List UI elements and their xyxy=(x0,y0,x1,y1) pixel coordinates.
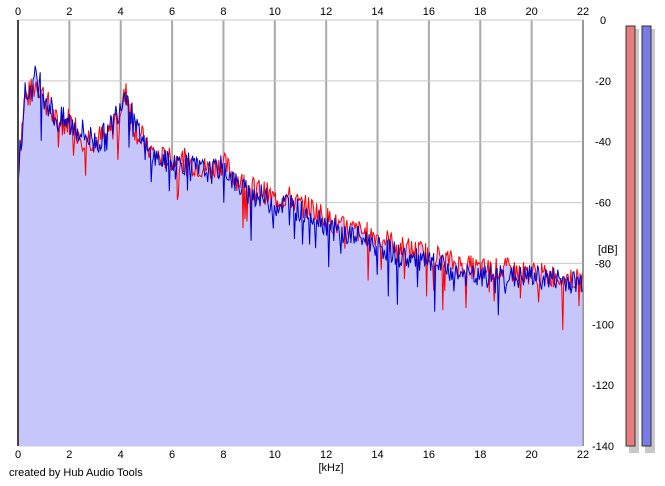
spectrum-fill xyxy=(18,65,583,447)
x-tick-label-top: 4 xyxy=(118,6,124,18)
x-axis-bottom-ticks: 0 2 4 6 8 10 12 14 16 18 20 22 xyxy=(15,449,589,461)
x-tick-label-top: 12 xyxy=(320,6,332,18)
x-tick-label-top: 2 xyxy=(66,6,72,18)
x-tick-label-bottom: 6 xyxy=(169,449,175,461)
x-tick-label-bottom: 22 xyxy=(577,449,589,461)
x-tick-label-top: 10 xyxy=(269,6,281,18)
y-axis-label: [dB] xyxy=(598,244,618,256)
x-tick-label-top: 14 xyxy=(371,6,383,18)
y-axis-ticks: 0 -20 -40 -60 -80 -100 -120 -140 xyxy=(592,15,614,453)
x-tick-label-bottom: 12 xyxy=(320,449,332,461)
y-tick-label: 0 xyxy=(600,15,606,27)
x-axis-top-ticks: 0 2 4 6 8 10 12 14 16 18 20 22 xyxy=(15,6,589,18)
y-tick-label: -40 xyxy=(595,137,611,149)
x-tick-label-top: 6 xyxy=(169,6,175,18)
y-tick-label: -100 xyxy=(592,319,614,331)
x-tick-label-bottom: 0 xyxy=(15,449,21,461)
x-tick-label-bottom: 8 xyxy=(220,449,226,461)
level-meter-right xyxy=(641,25,652,447)
level-meter-left xyxy=(625,25,636,447)
x-tick-label-top: 20 xyxy=(526,6,538,18)
x-tick-label-bottom: 10 xyxy=(269,449,281,461)
x-tick-label-bottom: 20 xyxy=(526,449,538,461)
x-tick-label-bottom: 16 xyxy=(423,449,435,461)
x-tick-label-bottom: 18 xyxy=(474,449,486,461)
x-tick-label-top: 16 xyxy=(423,6,435,18)
y-tick-label: -80 xyxy=(595,258,611,270)
x-axis-label: [kHz] xyxy=(318,462,343,474)
y-tick-label: -20 xyxy=(595,76,611,88)
x-tick-label-bottom: 4 xyxy=(118,449,124,461)
x-tick-label-top: 18 xyxy=(474,6,486,18)
series-line-blue xyxy=(17,65,584,316)
plot-frame xyxy=(17,20,584,446)
x-tick-label-top: 8 xyxy=(220,6,226,18)
y-tick-label: -140 xyxy=(592,441,614,453)
x-tick-label-bottom: 14 xyxy=(371,449,383,461)
spectrum-series xyxy=(17,65,584,331)
x-tick-label-bottom: 2 xyxy=(66,449,72,461)
y-tick-label: -60 xyxy=(595,198,611,210)
spectrum-area xyxy=(18,65,583,447)
x-tick-label-top: 22 xyxy=(577,6,589,18)
level-meters xyxy=(625,25,655,453)
footer-credit: created by Hub Audio Tools xyxy=(9,467,143,479)
y-tick-label: -120 xyxy=(592,380,614,392)
x-tick-label-top: 0 xyxy=(15,6,21,18)
